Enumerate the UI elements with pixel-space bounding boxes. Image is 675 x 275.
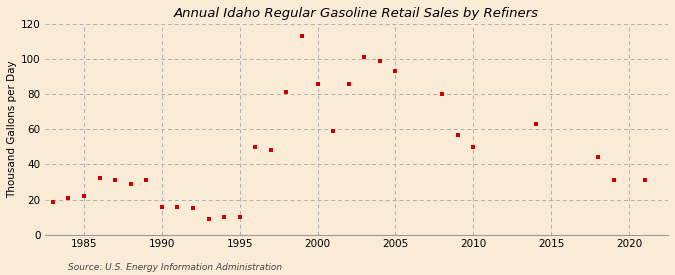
Point bbox=[110, 178, 121, 182]
Point bbox=[94, 176, 105, 181]
Title: Annual Idaho Regular Gasoline Retail Sales by Refiners: Annual Idaho Regular Gasoline Retail Sal… bbox=[174, 7, 539, 20]
Point bbox=[141, 178, 152, 182]
Point bbox=[468, 145, 479, 149]
Point bbox=[344, 81, 354, 86]
Point bbox=[250, 145, 261, 149]
Point bbox=[63, 196, 74, 200]
Point bbox=[608, 178, 619, 182]
Point bbox=[296, 34, 307, 39]
Point bbox=[313, 81, 323, 86]
Point bbox=[359, 55, 370, 59]
Y-axis label: Thousand Gallons per Day: Thousand Gallons per Day bbox=[7, 60, 17, 198]
Point bbox=[639, 178, 650, 182]
Point bbox=[328, 129, 339, 133]
Point bbox=[126, 182, 136, 186]
Point bbox=[281, 90, 292, 95]
Point bbox=[437, 92, 448, 96]
Point bbox=[219, 215, 230, 219]
Point bbox=[78, 194, 89, 198]
Point bbox=[47, 200, 58, 204]
Point bbox=[390, 69, 401, 73]
Point bbox=[188, 206, 198, 210]
Point bbox=[375, 59, 385, 63]
Point bbox=[234, 215, 245, 219]
Point bbox=[265, 148, 276, 153]
Point bbox=[452, 132, 463, 137]
Point bbox=[203, 217, 214, 221]
Point bbox=[157, 204, 167, 209]
Point bbox=[531, 122, 541, 126]
Point bbox=[172, 204, 183, 209]
Text: Source: U.S. Energy Information Administration: Source: U.S. Energy Information Administ… bbox=[68, 263, 281, 272]
Point bbox=[593, 155, 603, 160]
